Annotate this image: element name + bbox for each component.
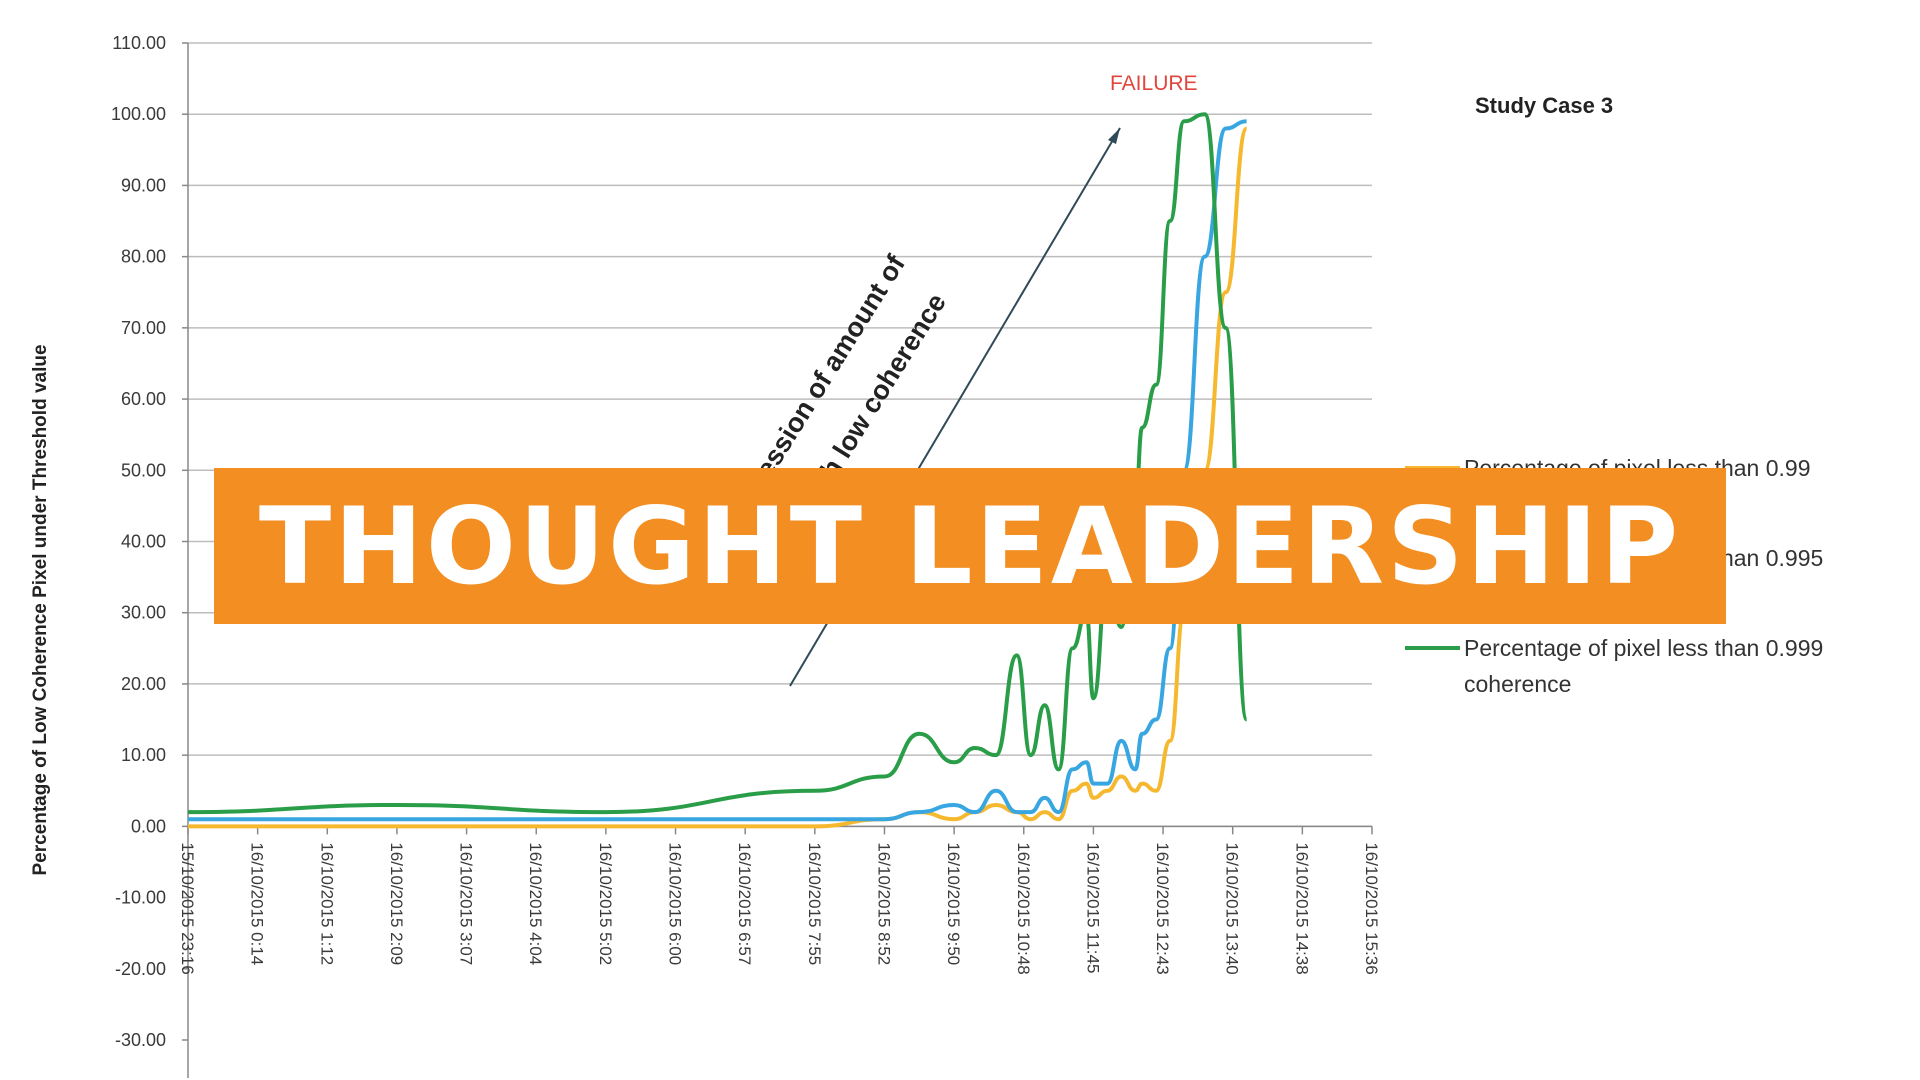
x-tick-label: 16/10/2015 11:45 [1083, 842, 1102, 973]
banner-text: THOUGHT LEADERSHIP [258, 484, 1682, 608]
chart-title: Study Case 3 [1475, 93, 1613, 118]
x-tick-label: 16/10/2015 0:14 [248, 842, 267, 965]
x-tick-label: 16/10/2015 13:40 [1223, 842, 1242, 974]
y-tick-label: 90.00 [121, 175, 166, 195]
x-tick-label: 16/10/2015 3:07 [457, 842, 476, 965]
series-line-2 [187, 112, 1249, 815]
failure-annotation: FAILURE [1110, 72, 1198, 95]
y-tick-labels: 110.00 100.00 90.00 80.00 70.00 60.00 50.00 40.… [111, 33, 188, 1050]
y-tick-label: -10.00 [115, 888, 166, 908]
x-tick-label: 16/10/2015 9:50 [944, 842, 963, 965]
y-tick-label: 100.00 [111, 104, 166, 124]
x-tick-label: 16/10/2015 6:57 [735, 842, 754, 965]
y-tick-label: 10.00 [121, 745, 166, 765]
y-tick-label: 60.00 [121, 389, 166, 409]
x-tick-label: 16/10/2015 6:00 [666, 842, 685, 965]
x-tick-label: 16/10/2015 4:04 [526, 842, 545, 965]
x-tick-label: 16/10/2015 1:12 [317, 842, 336, 965]
legend-label-0.999-line2: coherence [1464, 671, 1571, 697]
x-tick-labels: 15/10/2015 23:16 16/10/2015 0:14 16/10/201… [178, 826, 1381, 975]
y-tick-label: 30.00 [121, 603, 166, 623]
x-tick-label: 16/10/2015 8:52 [874, 842, 893, 965]
y-tick-label: 20.00 [121, 674, 166, 694]
y-tick-label: 110.00 [112, 33, 166, 53]
x-tick-label: 16/10/2015 2:09 [387, 842, 406, 965]
y-tick-label: -20.00 [115, 959, 166, 979]
x-tick-label: 16/10/2015 7:55 [805, 842, 824, 965]
x-tick-label: 16/10/2015 14:38 [1292, 842, 1311, 974]
y-tick-label: -30.00 [115, 1030, 166, 1050]
y-tick-label: 50.00 [121, 460, 166, 480]
legend-label-0.999: Percentage of pixel less than 0.999 [1464, 635, 1823, 661]
y-tick-label: 80.00 [121, 247, 166, 267]
x-tick-label: 16/10/2015 15:36 [1362, 842, 1381, 974]
y-tick-label: 40.00 [121, 532, 166, 552]
x-tick-label: 15/10/2015 23:16 [178, 842, 197, 974]
x-tick-label: 16/10/2015 5:02 [596, 842, 615, 965]
thought-leadership-banner: THOUGHT LEADERSHIP [214, 468, 1726, 624]
x-tick-label: 16/10/2015 12:43 [1153, 842, 1172, 974]
y-axis-label: Percentage of Low Coherence Pixel under … [30, 344, 51, 875]
x-tick-label: 16/10/2015 10:48 [1014, 842, 1033, 974]
y-tick-label: 0.00 [131, 816, 166, 836]
y-tick-label: 70.00 [121, 318, 166, 338]
legend-label-0.999-line1: Percentage of pixel less than 0.999 [1464, 635, 1823, 661]
